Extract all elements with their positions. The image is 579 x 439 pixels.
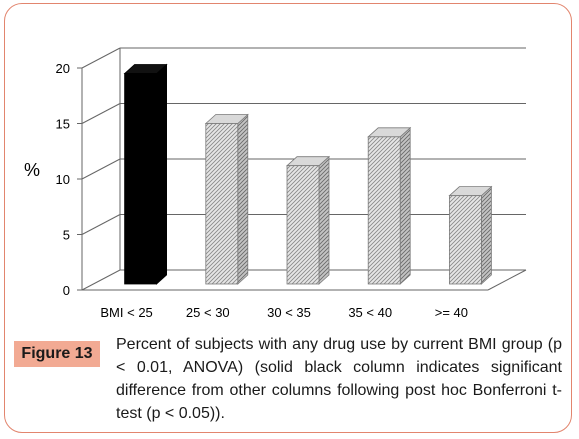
bar-side [156, 63, 168, 285]
y-tick-label: 20 [56, 61, 70, 76]
bar-front [448, 195, 482, 285]
gridline-side [81, 47, 121, 69]
x-tick-label: BMI < 25 [100, 305, 152, 320]
bar-4 [367, 126, 412, 285]
bar-side [318, 155, 330, 285]
y-axis-label: % [24, 160, 40, 180]
x-axis-ticks: BMI < 25 25 < 30 30 < 35 35 < 40 >= 40 [100, 305, 468, 320]
bar-side [480, 185, 492, 285]
bar-1 [123, 63, 168, 285]
bar-front [124, 73, 157, 285]
y-tick-label: 0 [63, 283, 70, 298]
x-tick-label: 30 < 35 [267, 305, 311, 320]
figure-label: Figure 13 [14, 341, 100, 367]
bars [123, 63, 493, 285]
bar-3 [285, 155, 331, 285]
figure-frame [4, 3, 572, 433]
gridlines [81, 47, 527, 291]
x-tick-label: 35 < 40 [348, 305, 392, 320]
bar-side [399, 126, 411, 285]
figure-caption: Percent of subjects with any drug use by… [116, 336, 562, 422]
gridline-side [81, 269, 121, 291]
gridline-side [81, 214, 121, 235]
floor-right-edge [487, 269, 527, 291]
bar-side [237, 113, 249, 285]
bar-5 [448, 185, 493, 285]
bar-front [367, 136, 401, 285]
y-tick-label: 10 [56, 172, 70, 187]
bar-chart: 0 5 10 15 20 BMI < 25 25 < 30 30 < 35 35 < 40 >=… [24, 47, 527, 320]
gridline-side [81, 103, 121, 124]
x-tick-label: >= 40 [435, 305, 468, 320]
gridline-side [81, 158, 121, 180]
y-axis-ticks: 0 5 10 15 20 [56, 61, 82, 298]
y-tick-label: 5 [63, 228, 70, 243]
bar-front [205, 123, 239, 285]
x-tick-label: 25 < 30 [186, 305, 230, 320]
y-tick-label: 15 [56, 117, 70, 132]
bar-2 [204, 113, 249, 285]
bar-front [286, 165, 320, 285]
